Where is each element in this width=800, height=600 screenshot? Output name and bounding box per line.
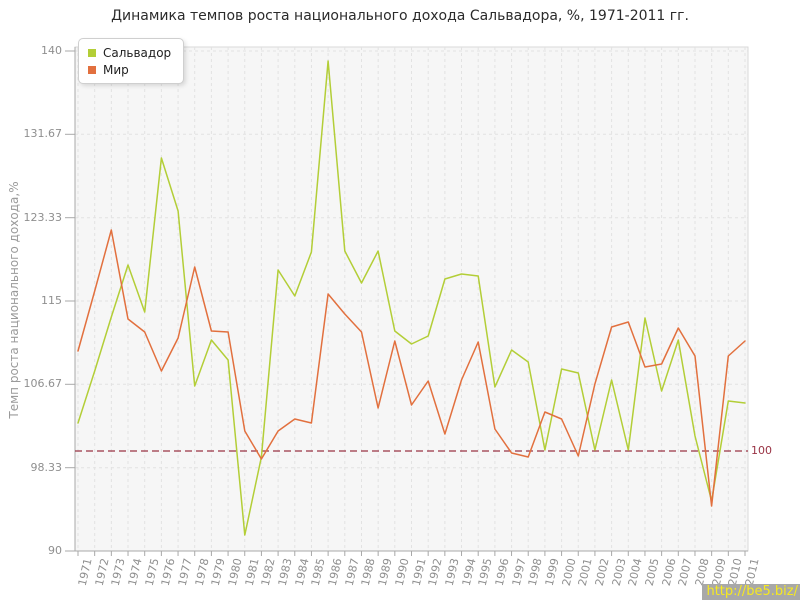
legend-swatch-salvador-icon (88, 48, 96, 57)
y-tick-label: 131.67 (23, 127, 63, 141)
y-tick-label: 90 (48, 544, 62, 557)
y-tick-label: 115 (41, 294, 62, 307)
legend-label-mir: Мир (103, 62, 129, 77)
series-line-mir (77, 229, 746, 507)
y-tick-label: 140 (41, 44, 62, 57)
y-tick-label: 98.33 (30, 460, 63, 474)
y-tick-label: 123.33 (23, 210, 63, 224)
chart-title: Динамика темпов роста национального дохо… (111, 8, 689, 24)
y-tick-label: 106.67 (23, 377, 63, 391)
reference-line-label: 100 (751, 444, 772, 457)
watermark-link[interactable]: http://be5.biz/ (702, 584, 800, 600)
legend-item-mir[interactable]: Мир (88, 61, 171, 78)
legend-label-salvador: Сальвадор (103, 45, 172, 60)
legend: Сальвадор Мир (78, 38, 185, 84)
series-line-salvador (77, 60, 746, 536)
legend-item-salvador[interactable]: Сальвадор (88, 44, 171, 61)
legend-swatch-mir-icon (88, 65, 96, 74)
